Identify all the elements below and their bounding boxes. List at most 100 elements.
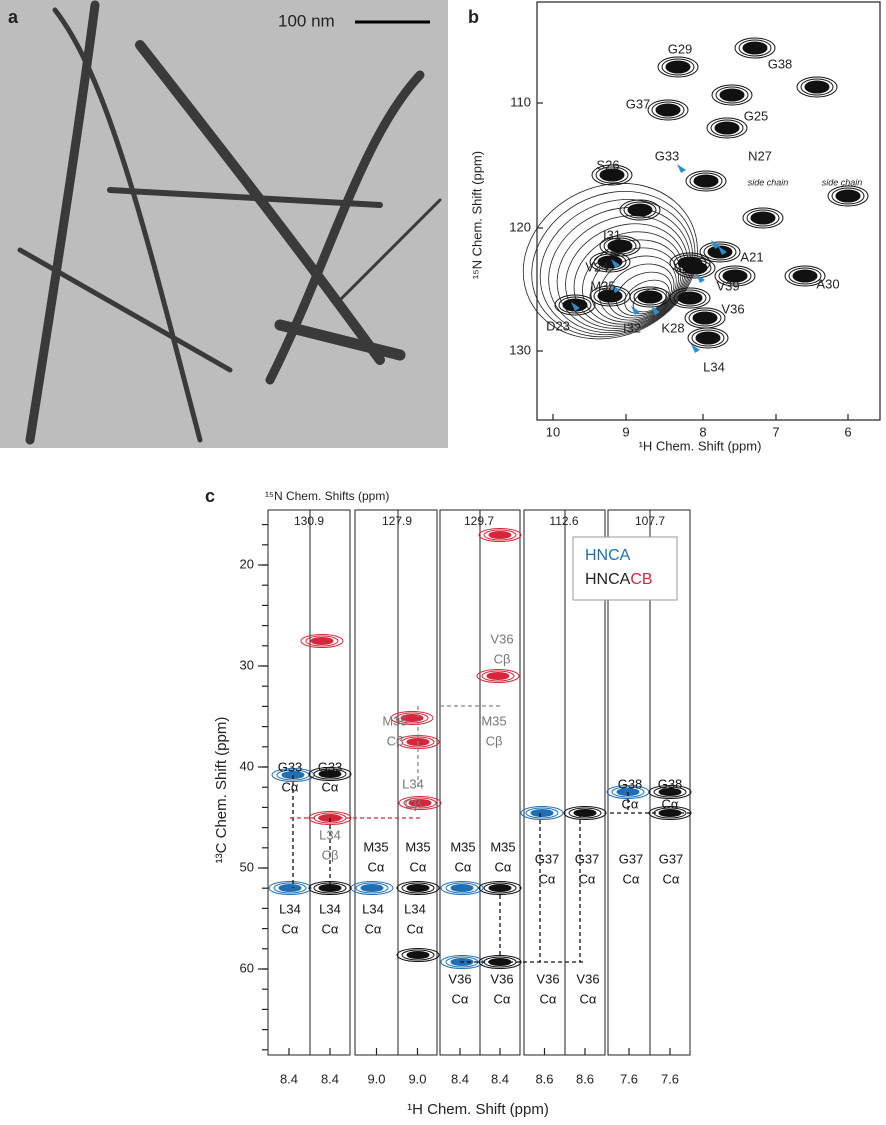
y-tick-label: 30 [240, 657, 254, 672]
peak-atom: Cα [623, 871, 640, 886]
peak-atom: Cα [455, 859, 472, 874]
x-tick-label: 10 [546, 424, 560, 439]
legend-entry: HNCACB [585, 571, 653, 588]
peak-atom: Cα [622, 796, 639, 811]
peak-residue: V36 [490, 971, 513, 986]
scale-bar-label: 100 nm [278, 11, 335, 30]
peak-label: M35 [590, 278, 615, 293]
y-tick-label: 20 [240, 556, 254, 571]
peak [674, 257, 716, 279]
arrow [631, 306, 640, 315]
contour [548, 207, 691, 334]
peak [401, 882, 435, 894]
peak [486, 672, 510, 680]
peak-atom: Cα [407, 921, 424, 936]
peak [792, 269, 818, 283]
contour [615, 271, 672, 317]
peak [318, 770, 342, 778]
peak [406, 951, 430, 959]
y-tick-label: 120 [509, 219, 531, 234]
peak [554, 294, 596, 316]
x-tick-label: 9.0 [408, 1071, 426, 1086]
peak [738, 39, 772, 57]
peak-residue: G37 [535, 851, 560, 866]
peak [308, 811, 352, 825]
peak-atom: Cα [452, 991, 469, 1006]
peak [481, 670, 515, 682]
peak-residue: M35 [363, 839, 388, 854]
peak-label: G38 [768, 56, 793, 71]
peak-atom: Cβ [387, 733, 404, 748]
y-tick-label: 110 [510, 94, 531, 109]
y-tick-label: 130 [509, 342, 531, 357]
peak-label: K28 [661, 320, 684, 335]
peak-label: V39 [716, 278, 739, 293]
y-tick-label: 40 [240, 758, 254, 773]
peak-residue: V36 [536, 971, 559, 986]
peak [300, 634, 344, 648]
peak [595, 166, 629, 184]
peak [714, 121, 740, 135]
x-tick-label: 8.4 [491, 1071, 509, 1086]
peak-label: L34 [703, 359, 725, 374]
strips [258, 509, 692, 1056]
strip [354, 509, 399, 1056]
x-tick-label: 8.4 [451, 1071, 469, 1086]
peak-atom: Cβ [486, 733, 503, 748]
x-tick-label: 8.4 [321, 1071, 339, 1086]
peak-atom: Cα [365, 921, 382, 936]
peak [478, 881, 522, 895]
peak [695, 331, 721, 345]
contour [539, 199, 694, 336]
peak [445, 882, 479, 894]
peak [742, 207, 784, 229]
peak [633, 288, 667, 306]
peak [308, 767, 352, 781]
peak [703, 243, 737, 261]
peak [647, 99, 689, 121]
panel-label: b [468, 7, 479, 27]
x-tick-label: 8.4 [280, 1071, 298, 1086]
peak [450, 884, 474, 892]
arrow [611, 284, 620, 293]
panel-label: a [8, 7, 19, 27]
peak [742, 41, 768, 55]
peak [722, 269, 748, 283]
peak [658, 788, 682, 796]
arrow [677, 164, 686, 173]
peak [273, 882, 307, 894]
peak [558, 296, 592, 314]
strip-shift: 129.7 [464, 514, 494, 528]
spectrum-peaks [522, 37, 869, 353]
peak [699, 241, 741, 263]
peak-label: A21 [740, 249, 763, 264]
peak-label: V24 [585, 259, 608, 274]
peak [355, 882, 389, 894]
peak [530, 809, 554, 817]
peak [688, 309, 722, 327]
peak [268, 881, 312, 895]
y-tick-label: 50 [240, 859, 254, 874]
x-axis-label: ¹H Chem. Shift (ppm) [407, 1101, 549, 1118]
peak-residue: M35 [490, 839, 515, 854]
peak [623, 201, 657, 219]
fibrils [17, 0, 442, 445]
legend-entry-suffix: CB [630, 571, 652, 588]
peak [719, 88, 745, 102]
peak [593, 253, 627, 271]
peak [648, 785, 692, 799]
peak [573, 809, 597, 817]
strip-shift: 107.7 [635, 514, 665, 528]
peak-residue: G38 [658, 776, 683, 791]
peak [677, 291, 703, 305]
peak-atom: Cα [580, 991, 597, 1006]
strip-header: ¹⁵N Chem. Shifts (ppm) [265, 489, 389, 503]
peak [488, 531, 512, 539]
peak [406, 884, 430, 892]
peak-residue: M35 [405, 839, 430, 854]
peak [440, 881, 484, 895]
peak [678, 259, 712, 277]
peak [313, 768, 347, 780]
contour [522, 182, 698, 340]
peak [661, 58, 695, 76]
